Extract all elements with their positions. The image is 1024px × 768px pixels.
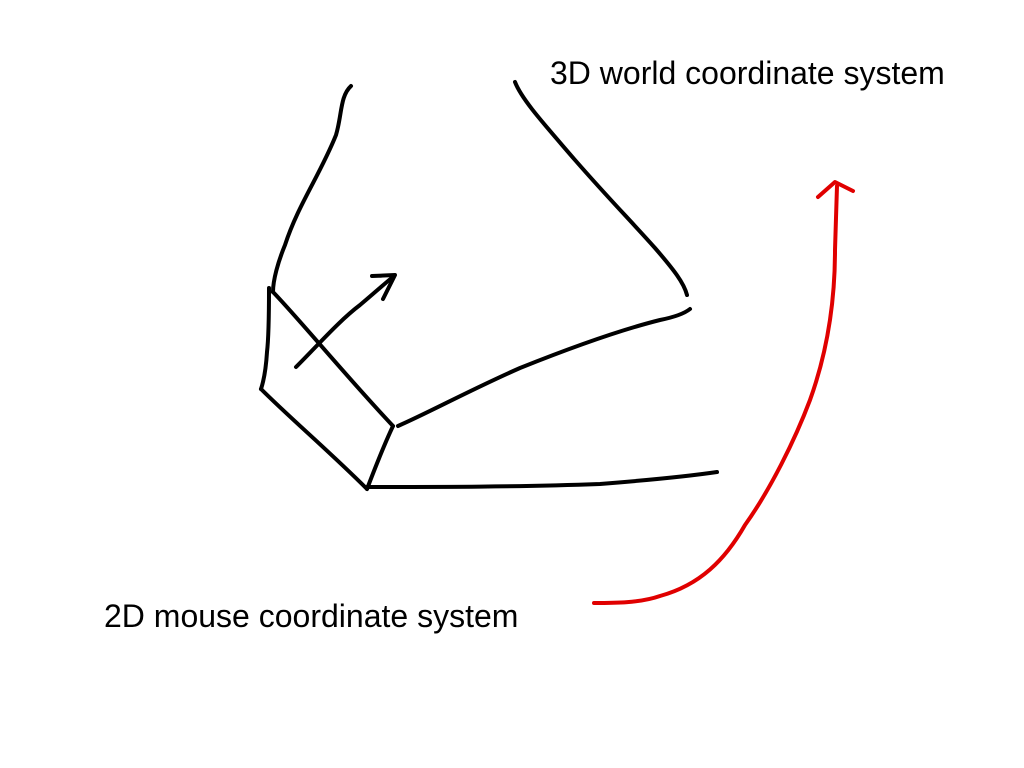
world-right-curve: [515, 82, 687, 295]
upper-long-line: [398, 309, 690, 426]
direction-arrow-shaft: [296, 276, 394, 367]
box-left-edge: [261, 288, 269, 389]
world-coordinate-label: 3D world coordinate system: [550, 57, 945, 89]
box-top-edge: [273, 292, 393, 426]
box-bottom-edge: [261, 389, 367, 489]
world-left-curve: [273, 86, 351, 292]
box-front-edge: [367, 426, 393, 489]
lower-long-line: [367, 472, 717, 487]
mapping-arrow-curve: [594, 186, 837, 603]
mouse-coordinate-label: 2D mouse coordinate system: [104, 600, 518, 632]
